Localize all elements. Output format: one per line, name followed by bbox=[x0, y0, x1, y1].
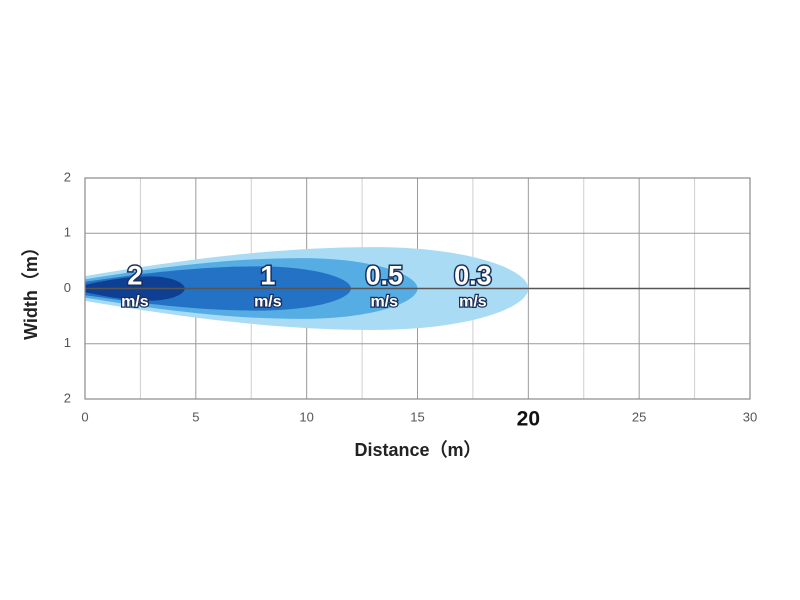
zone-label: 0.3 bbox=[454, 261, 492, 291]
zone-label: 1 bbox=[260, 261, 275, 291]
x-tick-label: 30 bbox=[743, 409, 757, 424]
x-tick-label: 5 bbox=[192, 409, 199, 424]
x-tick-label: 25 bbox=[632, 409, 646, 424]
zone-unit: m/s bbox=[254, 294, 282, 311]
zone-label: 0.5 bbox=[365, 261, 403, 291]
x-tick-label: 15 bbox=[410, 409, 424, 424]
y-tick-label: 2 bbox=[64, 390, 71, 405]
x-axis-title: Distance（m） bbox=[354, 440, 481, 460]
zone-unit: m/s bbox=[121, 294, 149, 311]
zone-unit: m/s bbox=[459, 294, 487, 311]
x-tick-label: 20 bbox=[517, 408, 540, 431]
zone-unit: m/s bbox=[370, 294, 398, 311]
y-tick-label: 1 bbox=[64, 225, 71, 240]
zone-label: 2 bbox=[127, 261, 142, 291]
x-tick-label: 10 bbox=[299, 409, 313, 424]
y-tick-label: 0 bbox=[64, 280, 71, 295]
y-tick-label: 2 bbox=[64, 169, 71, 184]
zones bbox=[84, 177, 751, 400]
plot-border bbox=[84, 177, 751, 400]
y-axis-title: Width（m） bbox=[21, 238, 41, 340]
y-tick-label: 1 bbox=[64, 335, 71, 350]
x-tick-label: 0 bbox=[81, 409, 88, 424]
